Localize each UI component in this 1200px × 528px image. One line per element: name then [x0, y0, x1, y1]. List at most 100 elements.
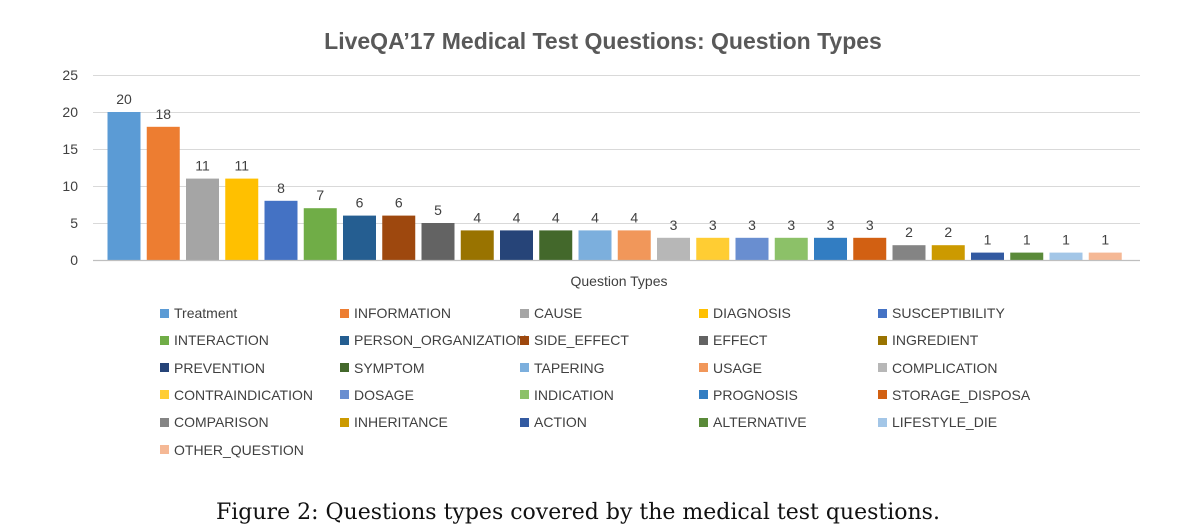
legend-item: LIFESTYLE_DIE: [878, 412, 997, 432]
legend-swatch: [878, 308, 887, 318]
legend-item: CONTRAINDICATION: [160, 385, 313, 405]
bar: [931, 245, 965, 260]
y-tick-label: 10: [62, 178, 78, 194]
legend-swatch: [160, 390, 169, 400]
data-label: 6: [395, 195, 403, 211]
data-label: 1: [1101, 232, 1109, 248]
legend-swatch: [160, 308, 169, 318]
bar: [421, 223, 455, 260]
bar-chart: LiveQA’17 Medical Test Questions: Questi…: [62, 28, 1140, 289]
y-tick-label: 5: [70, 215, 78, 231]
legend-swatch: [878, 390, 887, 400]
legend-swatch: [699, 335, 708, 345]
legend-item: INHERITANCE: [340, 412, 448, 432]
bar: [107, 112, 141, 260]
legend-swatch: [340, 335, 349, 345]
bar: [303, 208, 337, 260]
legend-label: Treatment: [174, 305, 238, 321]
bar: [1049, 252, 1083, 260]
legend-label: PREVENTION: [174, 359, 266, 376]
data-label: 4: [630, 209, 638, 225]
legend-swatch: [520, 335, 529, 345]
legend-label: TAPERING: [534, 359, 605, 376]
legend-label: DOSAGE: [354, 386, 414, 403]
legend-label: COMPARISON: [174, 414, 269, 431]
legend-item: INFORMATION: [340, 303, 451, 323]
legend-label: USAGE: [713, 359, 763, 376]
data-label: 1: [1062, 232, 1070, 248]
legend-item: Treatment: [160, 303, 237, 323]
bar: [539, 230, 573, 260]
legend-label: CONTRAINDICATION: [174, 386, 313, 403]
data-label: 6: [356, 195, 364, 211]
legend-item: OTHER_QUESTION: [160, 440, 304, 460]
bar: [343, 215, 376, 260]
y-tick-label: 20: [62, 104, 78, 120]
legend-label: STORAGE_DISPOSA: [892, 386, 1031, 403]
data-label: 11: [234, 158, 249, 174]
legend-item: EFFECT: [699, 330, 767, 350]
bar: [814, 237, 847, 260]
figure-caption: Figure 2: Questions types covered by the…: [216, 500, 940, 525]
legend-swatch: [520, 363, 529, 373]
legend-label: INGREDIENT: [892, 332, 979, 349]
legend-item: SUSCEPTIBILITY: [878, 303, 1005, 323]
legend-item: PERSON_ORGANIZATION: [340, 330, 526, 350]
data-label: 3: [748, 217, 756, 233]
legend-item: PROGNOSIS: [699, 385, 798, 405]
legend-swatch: [340, 308, 349, 318]
legend-swatch: [699, 308, 708, 318]
legend-item: INTERACTION: [160, 330, 269, 350]
bar: [617, 230, 651, 260]
legend-swatch: [878, 335, 887, 345]
data-label: 3: [827, 217, 835, 233]
data-label: 4: [513, 209, 521, 225]
y-tick-label: 0: [70, 252, 78, 268]
data-label: 3: [709, 217, 717, 233]
legend-item: INGREDIENT: [878, 330, 978, 350]
legend-label: INDICATION: [534, 386, 614, 403]
legend-item: SIDE_EFFECT: [520, 330, 629, 350]
bar: [892, 245, 926, 260]
legend-label: OTHER_QUESTION: [174, 441, 304, 458]
legend-swatch: [160, 417, 169, 427]
x-axis-title: Question Types: [570, 273, 667, 289]
y-axis-ticks: 0 5 10 15 20 25: [62, 67, 78, 268]
legend-label: PERSON_ORGANIZATION: [354, 332, 527, 349]
bar: [264, 200, 298, 260]
legend-label: PROGNOSIS: [713, 386, 798, 403]
data-label: 3: [787, 217, 795, 233]
legend-item: COMPLICATION: [878, 358, 998, 378]
bar: [1010, 252, 1044, 260]
legend-label: SIDE_EFFECT: [534, 332, 629, 349]
chart-title: LiveQA’17 Medical Test Questions: Questi…: [324, 28, 882, 54]
data-label: 4: [552, 209, 560, 225]
bar: [696, 237, 730, 260]
legend-swatch: [878, 417, 887, 427]
legend-swatch: [340, 390, 349, 400]
legend-swatch: [878, 363, 887, 373]
data-label: 8: [277, 180, 285, 196]
bar: [1088, 252, 1122, 260]
legend-label: CAUSE: [534, 305, 583, 321]
y-tick-label: 15: [62, 141, 78, 157]
data-label: 4: [591, 209, 599, 225]
legend-swatch: [520, 417, 529, 427]
bar: [146, 126, 180, 260]
data-label: 3: [670, 217, 678, 233]
bar: [460, 230, 494, 260]
legend-swatch: [160, 363, 169, 373]
legend-swatch: [699, 390, 708, 400]
legend-label: ACTION: [534, 414, 587, 431]
legend-label: INFORMATION: [354, 305, 451, 321]
data-label: 1: [984, 232, 992, 248]
data-label: 11: [195, 158, 210, 174]
legend-item: PREVENTION: [160, 358, 265, 378]
legend-label: DIAGNOSIS: [713, 305, 791, 321]
data-label: 7: [316, 187, 324, 203]
legend-item: INDICATION: [520, 385, 614, 405]
legend-item: SYMPTOM: [340, 358, 425, 378]
legend-label: ALTERNATIVE: [713, 414, 807, 431]
legend-swatch: [160, 445, 169, 454]
